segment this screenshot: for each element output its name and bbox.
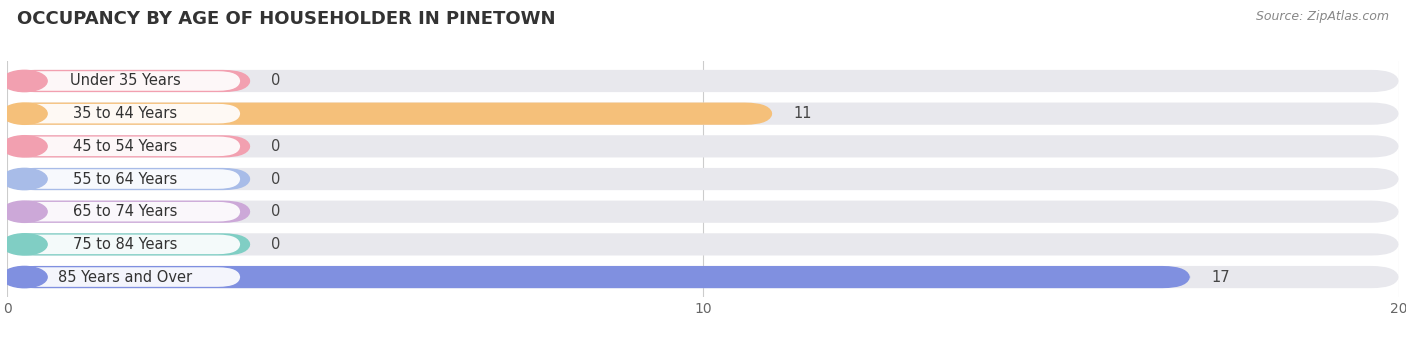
Text: 0: 0 — [271, 237, 281, 252]
Text: 75 to 84 Years: 75 to 84 Years — [73, 237, 177, 252]
Text: 17: 17 — [1211, 270, 1230, 284]
FancyBboxPatch shape — [7, 135, 1399, 158]
FancyBboxPatch shape — [7, 70, 250, 92]
Text: 35 to 44 Years: 35 to 44 Years — [73, 106, 177, 121]
FancyBboxPatch shape — [10, 235, 240, 254]
FancyBboxPatch shape — [7, 201, 1399, 223]
Text: 0: 0 — [271, 139, 281, 154]
Circle shape — [1, 136, 48, 157]
FancyBboxPatch shape — [7, 233, 250, 255]
Text: Source: ZipAtlas.com: Source: ZipAtlas.com — [1256, 10, 1389, 23]
FancyBboxPatch shape — [7, 266, 1191, 288]
Text: 0: 0 — [271, 74, 281, 88]
FancyBboxPatch shape — [7, 168, 1399, 190]
FancyBboxPatch shape — [7, 233, 1399, 255]
FancyBboxPatch shape — [10, 104, 240, 123]
Text: 85 Years and Over: 85 Years and Over — [58, 270, 193, 284]
Circle shape — [1, 201, 48, 222]
Text: 0: 0 — [271, 172, 281, 187]
Text: OCCUPANCY BY AGE OF HOUSEHOLDER IN PINETOWN: OCCUPANCY BY AGE OF HOUSEHOLDER IN PINET… — [17, 10, 555, 28]
FancyBboxPatch shape — [7, 201, 250, 223]
Circle shape — [1, 266, 48, 288]
Circle shape — [1, 168, 48, 190]
FancyBboxPatch shape — [10, 267, 240, 287]
Circle shape — [1, 70, 48, 92]
Text: 0: 0 — [271, 204, 281, 219]
Circle shape — [1, 103, 48, 124]
Text: 55 to 64 Years: 55 to 64 Years — [73, 172, 177, 187]
FancyBboxPatch shape — [7, 103, 773, 125]
Text: 65 to 74 Years: 65 to 74 Years — [73, 204, 177, 219]
FancyBboxPatch shape — [10, 202, 240, 222]
FancyBboxPatch shape — [7, 70, 1399, 92]
Text: 11: 11 — [793, 106, 813, 121]
Circle shape — [1, 234, 48, 255]
FancyBboxPatch shape — [7, 135, 250, 158]
FancyBboxPatch shape — [10, 71, 240, 91]
FancyBboxPatch shape — [7, 266, 1399, 288]
FancyBboxPatch shape — [7, 168, 250, 190]
Text: 45 to 54 Years: 45 to 54 Years — [73, 139, 177, 154]
FancyBboxPatch shape — [10, 169, 240, 189]
Text: Under 35 Years: Under 35 Years — [70, 74, 181, 88]
FancyBboxPatch shape — [10, 136, 240, 156]
FancyBboxPatch shape — [7, 103, 1399, 125]
